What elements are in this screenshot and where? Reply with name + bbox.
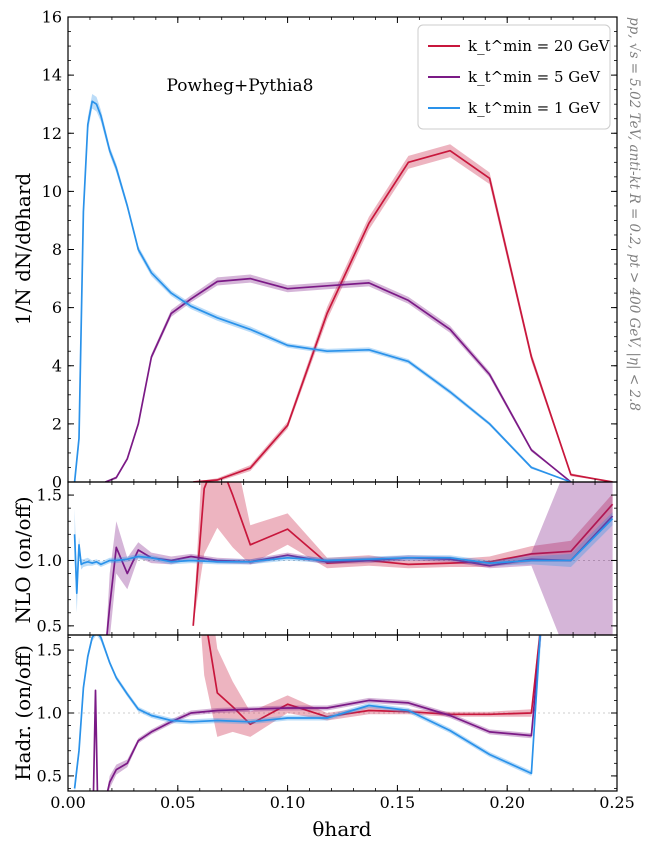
main-band-20gev-0 [193,144,613,482]
main-line-5gev-1 [104,277,572,482]
hadr-line-1gev-3 [73,635,541,789]
main-ytick-label: 16 [42,8,62,27]
main-line-20gev-0 [193,149,613,482]
main-ytick-label: 8 [52,240,62,259]
x-tick-label: 0.25 [599,793,635,812]
nlo-ytick-label: 0.5 [37,616,62,635]
main-ytick-label: 4 [52,356,62,375]
main-ytick-label: 6 [52,298,62,317]
legend: k_t^min = 20 GeV k_t^min = 5 GeV k_t^min… [417,24,611,130]
legend-label-1gev: k_t^min = 1 GeV [468,99,601,117]
nlo-line-1gev-2 [73,518,614,595]
nlo-band-5gev-1 [106,482,613,635]
x-tick-label: 0.05 [160,793,196,812]
main-ytick-label: 12 [42,124,62,143]
x-tick-label: 0.10 [270,793,306,812]
nlo-ytick-label: 1.5 [37,486,62,505]
x-axis-label: θhard [312,817,371,841]
main-y-axis-label: 1/N dN/dθhard [11,173,35,326]
hadr-line-5gev-1 [106,635,542,791]
hadr-ratio-panel: 0.5 1.0 1.5 [37,634,618,792]
hadr-ytick-label: 1.0 [37,704,62,723]
hadr-y-axis-label: Hadr. (on/off) [11,645,35,781]
main-ytick-label: 2 [52,414,62,433]
main-band-5gev-1 [105,274,571,482]
generator-annotation: Powheg+Pythia8 [167,76,314,96]
main-ytick-label: 0 [52,473,62,492]
main-line-1gev-2 [73,100,572,482]
hadr-ytick-label: 1.5 [37,641,62,660]
kinematics-side-note: pp, √s = 5.02 TeV, anti-kt R = 0.2, pt >… [626,17,642,411]
nlo-ytick-label: 1.0 [37,551,62,570]
x-tick-label: 0.20 [489,793,525,812]
legend-label-5gev: k_t^min = 5 GeV [468,68,601,86]
main-ytick-label: 14 [42,66,62,85]
nlo-line-5gev-1 [106,515,614,635]
x-tick-labels: 0.00 0.05 0.10 0.15 0.20 0.25 [50,793,635,812]
nlo-y-axis-label: NLO (on/off) [11,496,35,623]
legend-label-20gev: k_t^min = 20 GeV [468,37,611,55]
hadr-line-5gev-2 [92,689,99,791]
hadr-band-20gev-0 [201,635,542,737]
hadr-line-20gev-0 [207,635,541,726]
hadr-ytick-label: 0.5 [37,766,62,785]
x-tick-label: 0.00 [50,793,86,812]
x-tick-label: 0.15 [380,793,416,812]
main-ytick-label: 10 [42,182,62,201]
legend-box [417,24,611,130]
nlo-ratio-panel: 0.5 1.0 1.5 [37,481,618,636]
